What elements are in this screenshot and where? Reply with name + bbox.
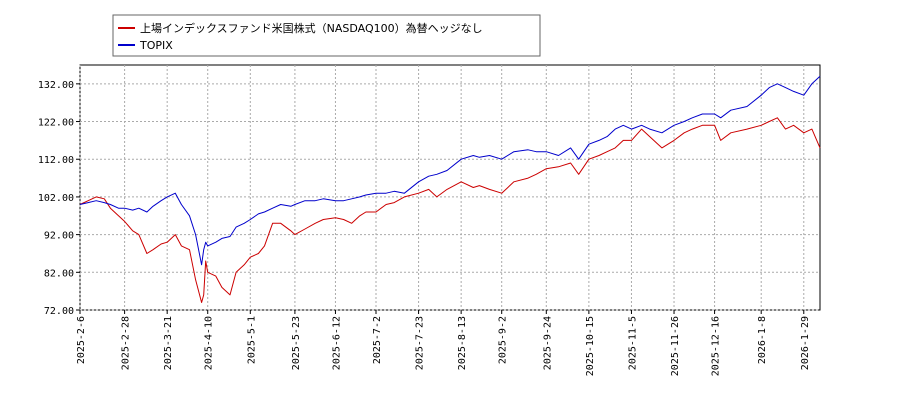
- series-line-topix: [79, 75, 821, 266]
- x-tick-label: 2025-7-23: [415, 316, 426, 370]
- y-tick-label: 122.00: [38, 118, 74, 129]
- y-tick-label: 92.00: [44, 231, 74, 242]
- x-tick-label: 2025-6-12: [331, 316, 342, 370]
- x-tick-label: 2026-1-29: [800, 316, 811, 370]
- x-tick-label: 2026-1-8: [757, 316, 768, 364]
- x-tick-label: 2025-9-24: [542, 316, 553, 370]
- x-tick-label: 2025-10-15: [585, 316, 596, 376]
- legend-box: [112, 14, 541, 57]
- x-tick-label: 2025-12-16: [711, 316, 722, 376]
- y-axis-ticks: 72.00 82.00 92.00 102.00 112.00 122.00 132.00: [38, 80, 80, 317]
- series-lines: [79, 75, 821, 303]
- y-tick-label: 102.00: [38, 193, 74, 204]
- x-tick-label: 2025-5-1: [246, 316, 257, 364]
- x-tick-label: 2025-11-5: [627, 316, 638, 370]
- legend-label-nasdaq: 上場インデックスファンド米国株式（NASDAQ100）為替ヘッジなし: [140, 21, 483, 35]
- x-tick-label: 2025-2-6: [76, 316, 87, 364]
- series-line-nasdaq: [79, 117, 821, 303]
- x-tick-label: 2025-2-28: [121, 316, 132, 370]
- x-tick-label: 2025-8-13: [457, 316, 468, 370]
- x-tick-label: 2025-4-10: [204, 316, 215, 370]
- legend-label-topix: TOPIX: [139, 39, 173, 52]
- y-tick-label: 82.00: [44, 268, 74, 279]
- x-tick-label: 2025-5-23: [291, 316, 302, 370]
- x-axis-ticks: 2025-2-6 2025-2-28 2025-3-21 2025-4-10 2025-…: [76, 310, 811, 376]
- y-tick-label: 112.00: [38, 155, 74, 166]
- x-tick-label: 2025-3-21: [163, 316, 174, 370]
- y-tick-label: 72.00: [44, 306, 74, 317]
- legend: 上場インデックスファンド米国株式（NASDAQ100）為替ヘッジなし TOPIX: [112, 14, 541, 57]
- y-tick-label: 132.00: [38, 80, 74, 91]
- x-tick-label: 2025-11-26: [670, 316, 681, 376]
- x-tick-label: 2025-9-2: [498, 316, 509, 364]
- x-tick-label: 2025-7-2: [372, 316, 383, 364]
- grid-lines: [79, 65, 820, 311]
